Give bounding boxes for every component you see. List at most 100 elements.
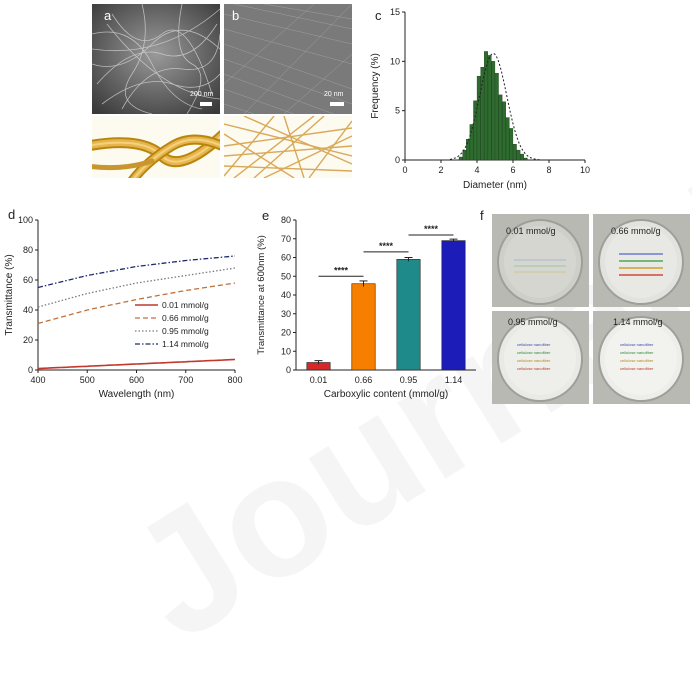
dish-2-text-green: cellulose nanofiber xyxy=(517,350,551,355)
c-histogram-bar xyxy=(476,75,481,161)
e-bar-3 xyxy=(441,240,466,371)
dish-2-text-blue: cellulose nanofiber xyxy=(517,342,551,347)
panel-a-sem-texture xyxy=(92,4,220,114)
c-histogram-bar xyxy=(491,61,496,161)
e-y-tick-label: 60 xyxy=(281,253,291,263)
panel-a-schematic xyxy=(92,116,220,178)
c-histogram-bar xyxy=(466,139,470,161)
c-histogram-bar xyxy=(498,94,503,161)
c-histogram-bar xyxy=(502,101,506,161)
dish-0: 0.01 mmol/g xyxy=(492,214,589,307)
d-legend-label-3: 1.14 mmol/g xyxy=(162,339,209,349)
c-histogram-bar xyxy=(469,124,474,161)
panel-a-scale-label: 200 nm xyxy=(190,91,214,98)
c-x-tick-label: 4 xyxy=(474,165,479,175)
c-x-tick-label: 6 xyxy=(510,165,515,175)
panel-f-letter: f xyxy=(480,208,484,223)
c-histogram-bar xyxy=(458,156,463,161)
c-histogram-bar xyxy=(505,117,510,161)
d-x-tick-label: 800 xyxy=(227,375,242,385)
c-y-tick-label: 10 xyxy=(390,56,400,66)
e-y-tick-label: 70 xyxy=(281,234,291,244)
panel-a-scale-bar xyxy=(200,102,212,106)
d-y-tick-label: 100 xyxy=(18,215,33,225)
d-series-line-0 xyxy=(37,358,236,370)
panel-a-sem-image: 200 nm xyxy=(92,4,220,114)
panel-b-sem-image: 20 nm xyxy=(224,4,352,114)
panel-b-scale-label: 20 nm xyxy=(324,91,344,98)
d-legend-label-2: 0.95 mmol/g xyxy=(162,326,209,336)
d-legend-label-0: 0.01 mmol/g xyxy=(162,300,209,310)
e-x-tick-label: 0.01 xyxy=(310,375,328,385)
panel-e-letter: e xyxy=(262,208,270,223)
d-y-tick-label: 60 xyxy=(23,275,33,285)
dish-3-text-blue: cellulose nanofiber xyxy=(620,342,654,347)
dish-0-label: 0.01 mmol/g xyxy=(506,226,556,236)
dish-1-drawing xyxy=(593,214,690,307)
e-x-tick-label: 1.14 xyxy=(445,375,463,385)
c-x-tick-label: 8 xyxy=(546,165,551,175)
d-x-tick-label: 700 xyxy=(178,375,193,385)
e-y-tick-label: 0 xyxy=(286,365,291,375)
c-histogram-bar xyxy=(484,51,488,161)
c-y-tick-label: 5 xyxy=(395,106,400,116)
panel-c-histogram-chart: 0 2 4 6 8 10 0 5 10 15 Diameter (nm) Frequency (%) xyxy=(370,7,590,191)
panel-a-fiber-bundle-drawing xyxy=(92,129,220,178)
c-histogram-bar xyxy=(509,128,514,161)
e-x-tick-label: 0.95 xyxy=(400,375,418,385)
c-histogram-bar xyxy=(487,55,492,161)
panel-d-letter: d xyxy=(8,207,16,222)
c-y-tick-label: 0 xyxy=(395,155,400,165)
e-x-tick-label: 0.66 xyxy=(355,375,373,385)
c-histogram-bar xyxy=(516,149,521,161)
panel-f-photo-grid: 0.01 mmol/g 0.66 mmol/g cellulose nanofi… xyxy=(492,214,690,404)
c-x-axis-label: Diameter (nm) xyxy=(463,180,527,191)
e-y-axis-label: Transmittance at 600nm (%) xyxy=(256,235,267,355)
panel-b-letter: b xyxy=(232,8,240,23)
e-y-tick-label: 50 xyxy=(281,271,291,281)
d-x-tick-label: 400 xyxy=(30,375,45,385)
e-bar-2 xyxy=(396,259,421,371)
d-x-axis-label: Wavelength (nm) xyxy=(99,389,175,400)
c-x-tick-label: 0 xyxy=(402,165,407,175)
panel-b-scale-bar xyxy=(330,102,344,106)
d-y-tick-label: 20 xyxy=(23,335,33,345)
d-legend-label-1: 0.66 mmol/g xyxy=(162,313,209,323)
c-gaussian-fit-line xyxy=(449,52,540,161)
dish-1: 0.66 mmol/g xyxy=(593,214,690,307)
dish-0-drawing xyxy=(492,214,589,307)
d-series-line-1 xyxy=(37,282,236,325)
dish-3-text-red: cellulose nanofiber xyxy=(620,366,654,371)
panel-b-fiber-network-drawing xyxy=(224,116,352,178)
dish-3: cellulose nanofiber cellulose nanofiber … xyxy=(593,311,690,404)
dish-2-drawing: cellulose nanofiber cellulose nanofiber … xyxy=(492,311,589,404)
d-y-axis-label: Transmittance (%) xyxy=(4,254,15,335)
c-histogram-bar xyxy=(462,149,467,161)
e-y-tick-label: 30 xyxy=(281,309,291,319)
e-y-tick-label: 20 xyxy=(281,328,291,338)
panel-c-letter: c xyxy=(375,8,382,23)
c-histogram-bar xyxy=(520,153,524,161)
dish-2-text-yellow: cellulose nanofiber xyxy=(517,358,551,363)
d-series-line-3 xyxy=(37,255,236,289)
e-significance-label-2: **** xyxy=(424,224,439,234)
d-y-tick-label: 0 xyxy=(28,365,33,375)
e-y-tick-label: 10 xyxy=(281,346,291,356)
e-y-tick-label: 80 xyxy=(281,215,291,225)
c-histogram-bar xyxy=(512,144,517,161)
dish-3-text-green: cellulose nanofiber xyxy=(620,350,654,355)
c-x-tick-label: 2 xyxy=(438,165,443,175)
dish-3-text-yellow: cellulose nanofiber xyxy=(620,358,654,363)
e-significance-label-0: **** xyxy=(334,265,349,275)
e-significance-label-1: **** xyxy=(379,241,394,251)
e-y-tick-label: 40 xyxy=(281,290,291,300)
c-x-tick-label: 10 xyxy=(580,165,590,175)
e-x-axis-label: Carboxylic content (mmol/g) xyxy=(324,389,448,400)
dish-2: cellulose nanofiber cellulose nanofiber … xyxy=(492,311,589,404)
c-y-axis-label: Frequency (%) xyxy=(370,53,381,119)
panel-e-bar-chart: 0.01 0.66 0.95 1.14 0 10 20 30 40 50 60 70 80 **** ***… xyxy=(256,215,476,400)
e-bar-1 xyxy=(351,283,376,371)
dish-2-text-red: cellulose nanofiber xyxy=(517,366,551,371)
c-histogram-bar xyxy=(494,72,499,161)
dish-1-label: 0.66 mmol/g xyxy=(611,226,661,236)
